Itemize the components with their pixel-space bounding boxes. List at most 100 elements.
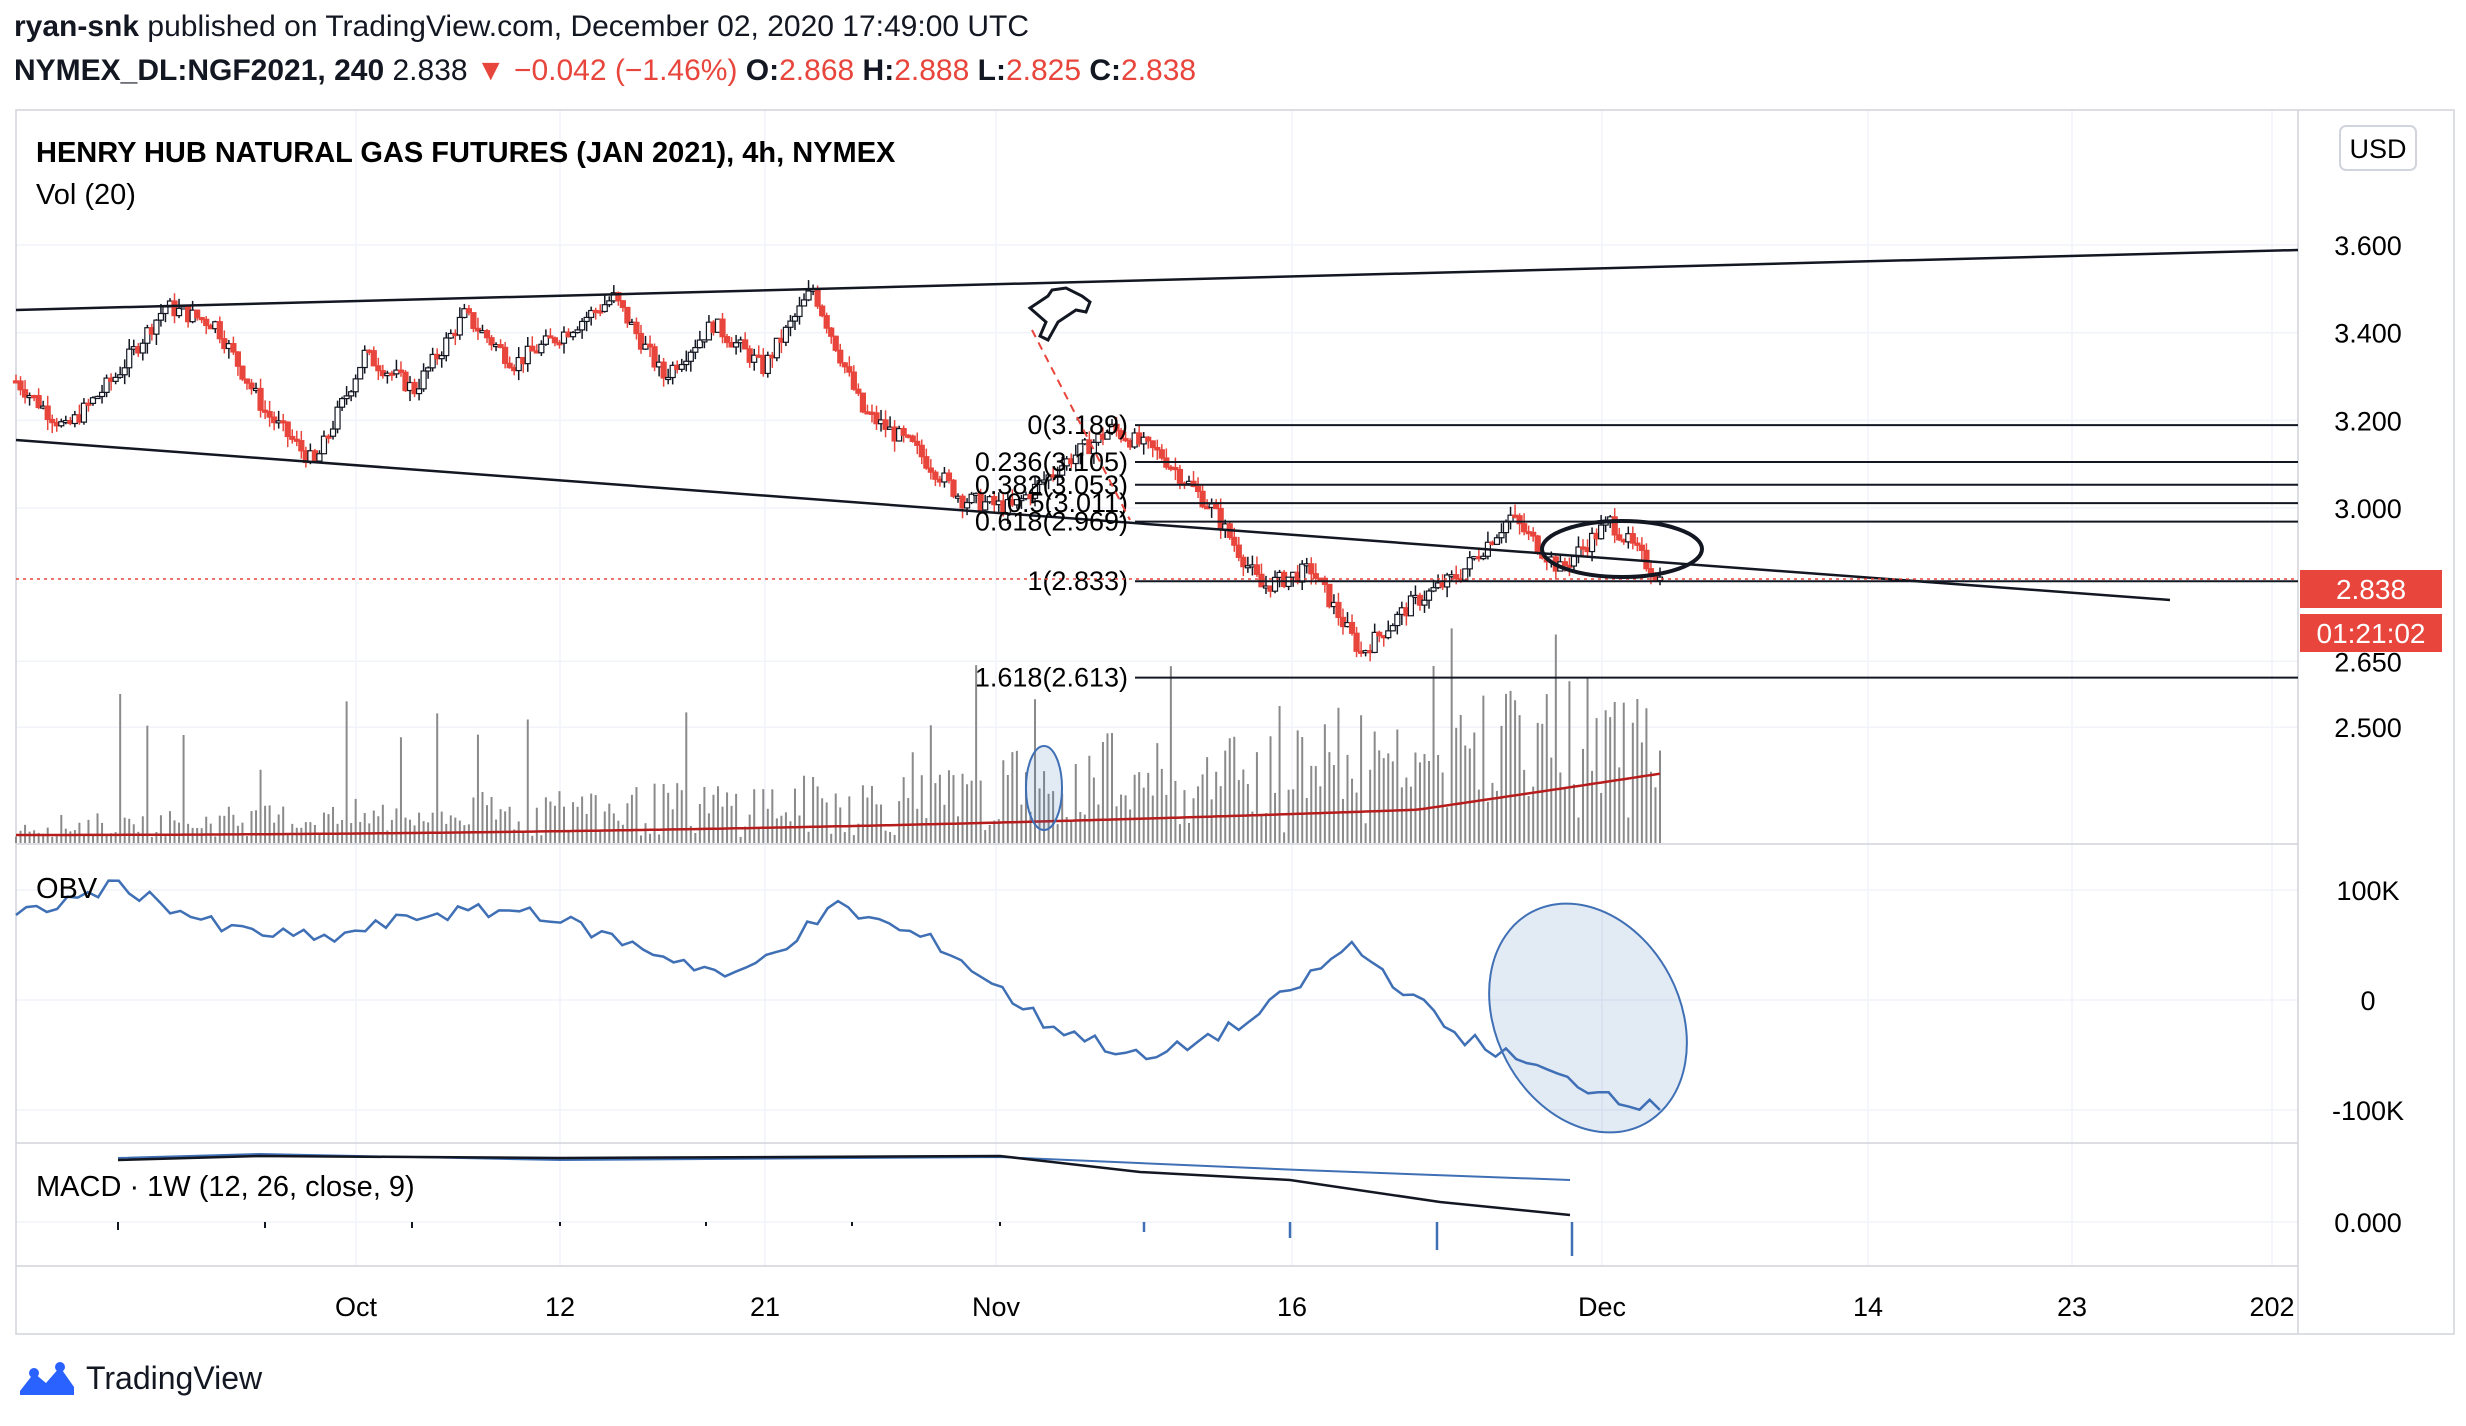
candle-body (855, 388, 862, 394)
candle-body (837, 349, 844, 364)
change-value: −0.042 (−1.46%) (513, 54, 738, 87)
macd-line (117, 1154, 1571, 1217)
candle-body (1149, 440, 1156, 449)
candle-body (502, 346, 509, 364)
price-axis[interactable]: 3.600 3.400 3.200 3.000 2.650 2.500 (2334, 231, 2402, 743)
candle-body (633, 321, 640, 335)
candle-body (1312, 573, 1319, 579)
candle-body (17, 380, 24, 391)
candle-body (1376, 631, 1383, 637)
candle-body (764, 354, 771, 375)
candle-body (696, 339, 703, 349)
candle-body (624, 306, 631, 324)
candle-body (846, 366, 853, 373)
candle-body (357, 366, 364, 380)
fib-retracement[interactable]: 0(3.189) 0.236(3.105)0.382(3.053)0.5(3.01… (975, 410, 2298, 693)
candle-body (1308, 563, 1315, 575)
candle-body (257, 387, 264, 411)
candle-body (239, 365, 246, 380)
candle-body (338, 398, 346, 408)
currency-button-label[interactable]: USD (2349, 134, 2406, 164)
candle-body (665, 376, 672, 381)
candle-body (619, 300, 626, 309)
candle-body (873, 412, 880, 425)
candle-body (230, 343, 237, 353)
candle-body (348, 391, 355, 397)
macd-tick-label: 0.000 (2334, 1208, 2402, 1238)
candle-body (157, 312, 165, 321)
candle-body (551, 337, 559, 344)
candle-body (547, 335, 554, 339)
time-tick-label: 21 (750, 1292, 780, 1322)
candle-body (1072, 454, 1079, 465)
price-tick-label: 3.000 (2334, 494, 2402, 524)
trendline-upper[interactable] (15, 248, 2299, 312)
currency-button[interactable] (2339, 125, 2417, 171)
price-candles (12, 280, 1664, 662)
candle-body (21, 389, 29, 398)
candle-body (420, 370, 427, 390)
price-tick-label: 2.650 (2334, 647, 2402, 677)
fib-level-label: 1(2.833) (1027, 566, 1128, 596)
candle-body (1231, 536, 1238, 546)
candle-body (198, 317, 205, 321)
candle-body (900, 427, 907, 436)
candle-body (1145, 436, 1152, 442)
candle-body (1104, 431, 1111, 440)
candle-body (1407, 595, 1415, 617)
candle-body (773, 337, 780, 359)
macd-axis[interactable]: 0.000 (2334, 1208, 2402, 1238)
time-axis[interactable]: Oct 12 21 Nov 16 Dec 14 23 202 (335, 1292, 2295, 1322)
candle-body (153, 319, 160, 335)
candle-body (1213, 503, 1220, 510)
chart-frame (15, 109, 2455, 1335)
publisher-user[interactable]: ryan-snk (14, 10, 140, 43)
candle-body (1570, 555, 1578, 567)
candle-body (1394, 613, 1401, 627)
circle-annotation[interactable] (1540, 519, 1704, 579)
change-arrow-icon: ▼ (475, 54, 506, 87)
candle-body (506, 362, 513, 369)
candle-body (375, 365, 382, 372)
candle-body (683, 360, 690, 366)
candle-body (429, 353, 436, 369)
macd-histogram-negative (1142, 1222, 1574, 1256)
ohlc-legend: NYMEX_DL:NGF2021, 240 2.838 ▼ −0.042 (−1… (14, 54, 1196, 88)
time-tick-label: 202 (2249, 1292, 2294, 1322)
tradingview-logo[interactable]: TradingView (16, 1360, 262, 1397)
price-tick-label: 2.500 (2334, 713, 2402, 743)
candle-body (425, 367, 432, 372)
obv-tick-label: 0 (2360, 986, 2375, 1016)
obv-highlight-ellipse[interactable] (1450, 869, 1725, 1167)
obv-tick-label: 100K (2336, 876, 2399, 906)
candle-body (415, 388, 423, 395)
candle-body (1353, 632, 1360, 652)
candle-body (909, 435, 916, 442)
candle-body (343, 395, 350, 400)
candle-body (968, 493, 975, 504)
macd-histogram (117, 1222, 1001, 1230)
candle-body (85, 402, 92, 406)
candle-body (538, 343, 545, 354)
candle-body (488, 337, 495, 346)
volume-highlight-ellipse[interactable] (1025, 745, 1063, 831)
candle-body (80, 402, 88, 423)
tradingview-logo-text: TradingView (86, 1360, 263, 1396)
low-label: L: (977, 54, 1006, 87)
high-value: 2.888 (894, 54, 970, 87)
pointing-hand-icon[interactable] (1027, 286, 1092, 342)
candle-body (1588, 532, 1596, 553)
candle-body (542, 335, 549, 345)
obv-axis[interactable]: 100K 0 -100K (2332, 876, 2404, 1126)
candle-body (687, 351, 694, 362)
candle-body (882, 419, 889, 430)
candle-body (828, 327, 835, 337)
candle-body (361, 349, 368, 369)
open-label: O: (745, 54, 780, 87)
candle-body (1018, 498, 1025, 502)
trendline-lower[interactable] (15, 438, 2171, 602)
candle-body (1348, 621, 1356, 634)
candle-body (243, 378, 251, 384)
candle-body (814, 288, 821, 307)
